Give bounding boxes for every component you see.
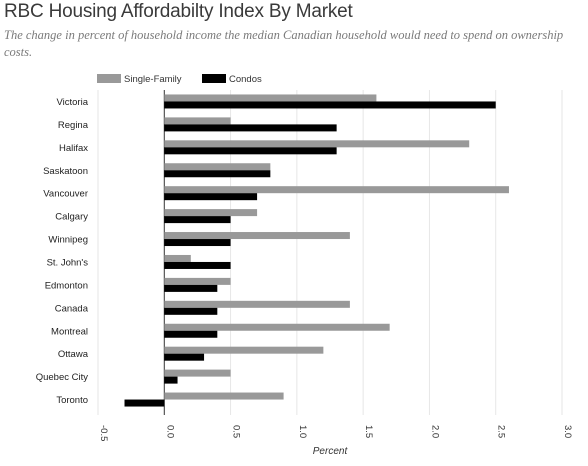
x-tick-label: 0.0 — [164, 425, 175, 438]
bar-condos — [164, 124, 337, 132]
bar-single-family — [164, 163, 271, 171]
category-label: Canada — [55, 303, 89, 314]
bar-condos — [164, 239, 231, 247]
category-label: Edmonton — [45, 280, 88, 291]
bar-condos — [164, 330, 218, 338]
category-label: Winnipeg — [48, 235, 88, 246]
bar-condos — [164, 261, 231, 269]
bar-condos — [124, 399, 165, 407]
bar-condos — [164, 284, 218, 292]
category-label: Halifax — [59, 143, 88, 154]
category-label: Montreal — [51, 326, 88, 337]
bar-condos — [164, 353, 205, 361]
bar-single-family — [164, 209, 258, 217]
x-tick-label: 3.0 — [562, 425, 573, 438]
category-label: Ottawa — [58, 349, 89, 360]
bar-single-family — [164, 117, 231, 125]
category-label: Toronto — [56, 395, 88, 406]
bar-condos — [164, 147, 337, 155]
bar-single-family — [164, 323, 390, 331]
bar-single-family — [164, 346, 324, 354]
bar-condos — [164, 376, 178, 384]
bar-single-family — [164, 94, 377, 102]
category-label: Saskatoon — [43, 166, 88, 177]
legend-swatch-single-family — [97, 74, 121, 83]
x-tick-label: 1.5 — [363, 425, 374, 438]
legend-swatch-condos — [202, 74, 226, 83]
bar-condos — [164, 216, 231, 224]
bar-single-family — [164, 232, 350, 240]
x-tick-label: -0.5 — [98, 425, 109, 441]
bar-condos — [164, 101, 496, 109]
category-label: Victoria — [56, 97, 88, 108]
legend-label-condos: Condos — [229, 74, 262, 85]
category-label: Quebec City — [36, 372, 89, 383]
legend: Single-Family Condos — [97, 74, 262, 85]
bar-single-family — [164, 254, 191, 262]
category-label: Regina — [58, 120, 89, 131]
x-tick-label: 1.0 — [297, 425, 308, 438]
bar-single-family — [164, 300, 350, 308]
bar-single-family — [164, 392, 284, 400]
bar-single-family — [164, 369, 231, 377]
bar-condos — [164, 193, 258, 201]
chart-title: RBC Housing Affordabilty Index By Market — [4, 1, 353, 22]
x-tick-label: 0.5 — [231, 425, 242, 438]
category-label: St. John's — [47, 257, 89, 268]
x-tick-label: 2.0 — [429, 425, 440, 438]
legend-label-single-family: Single-Family — [124, 74, 182, 85]
bar-condos — [164, 170, 271, 178]
bar-single-family — [164, 140, 470, 148]
category-label: Calgary — [55, 212, 88, 223]
category-label: Vancouver — [43, 189, 88, 200]
bar-single-family — [164, 277, 231, 285]
chart-subtitle: The change in percent of household incom… — [4, 28, 564, 59]
bar-condos — [164, 307, 218, 315]
x-axis-label: Percent — [313, 446, 349, 457]
x-tick-label: 2.5 — [496, 425, 507, 438]
bar-single-family — [164, 186, 509, 194]
